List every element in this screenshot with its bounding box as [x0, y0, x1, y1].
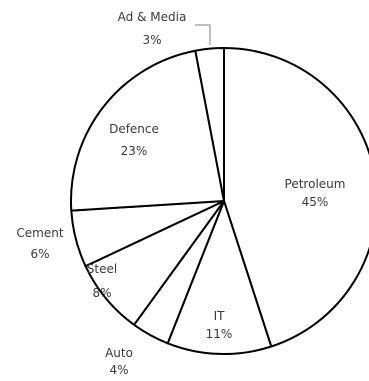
slice-name-label-it: IT: [214, 309, 226, 323]
slice-name-label-cement: Cement: [16, 226, 63, 240]
slice-name-label-steel: Steel: [87, 262, 117, 276]
slice-value-label-it: 11%: [206, 327, 233, 341]
pie-slice-ad-and-media: [194, 47, 225, 202]
slice-value-label-defence: 23%: [121, 144, 148, 158]
slice-value-label-cement: 6%: [30, 247, 49, 261]
slice-name-label-petroleum: Petroleum: [285, 177, 346, 191]
slice-name-label-ad-and-media: Ad & Media: [118, 10, 187, 24]
slice-value-label-ad-and-media: 3%: [142, 33, 161, 47]
pie-slice-defence: [69, 49, 225, 212]
slice-value-label-petroleum: 45%: [302, 195, 329, 209]
pie-slice-it: [166, 200, 273, 356]
slices-layer: [69, 47, 369, 356]
slice-value-label-auto: 4%: [109, 363, 128, 377]
labels-layer: Petroleum 45% IT 11% Auto 4% Steel 8% Cement 6% De…: [16, 10, 345, 377]
ad-media-leader-line: [195, 24, 211, 45]
slice-name-label-defence: Defence: [109, 122, 159, 136]
slice-value-label-steel: 8%: [92, 286, 111, 300]
slice-name-label-auto: Auto: [105, 346, 133, 360]
pie-slice-petroleum: [223, 47, 369, 348]
